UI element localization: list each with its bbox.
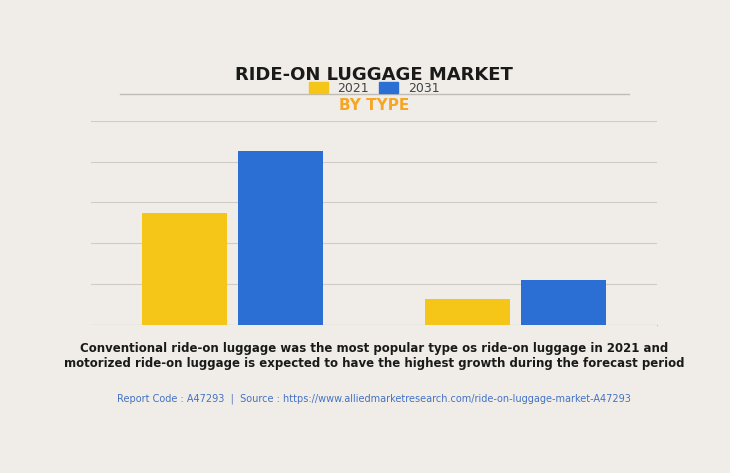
- Bar: [142, 213, 227, 325]
- Legend: 2021, 2031: 2021, 2031: [309, 82, 439, 95]
- Text: RIDE-ON LUGGAGE MARKET: RIDE-ON LUGGAGE MARKET: [235, 66, 513, 84]
- Bar: [238, 151, 323, 325]
- Bar: [521, 280, 606, 325]
- Text: Report Code : A47293  |  Source : https://www.alliedmarketresearch.com/ride-on-l: Report Code : A47293 | Source : https://…: [118, 393, 631, 404]
- Text: BY TYPE: BY TYPE: [339, 98, 410, 114]
- Bar: [425, 298, 510, 325]
- Text: Conventional ride-on luggage was the most popular type os ride-on luggage in 202: Conventional ride-on luggage was the mos…: [64, 342, 685, 370]
